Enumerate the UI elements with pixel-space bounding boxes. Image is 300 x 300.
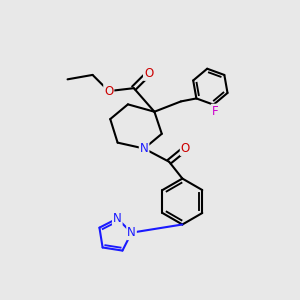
Text: O: O (181, 142, 190, 155)
Text: N: N (127, 226, 136, 239)
Text: N: N (113, 212, 122, 225)
Text: O: O (104, 85, 113, 98)
Text: F: F (212, 105, 218, 118)
Text: O: O (144, 67, 153, 80)
Text: N: N (140, 142, 148, 155)
